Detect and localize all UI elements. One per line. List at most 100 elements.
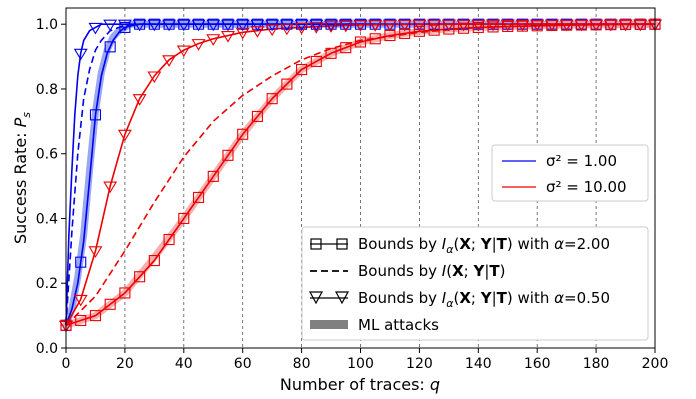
high-noise-alpha-0-50-marker — [309, 22, 324, 34]
high-noise-alpha-2-00-marker — [207, 170, 219, 182]
y-tick-label: 0.4 — [36, 211, 58, 227]
low-noise-alpha-2-00-marker — [251, 18, 263, 30]
high-noise-alpha-2-00-marker — [575, 19, 587, 31]
y-tick-label: 0.2 — [36, 276, 58, 292]
low-noise-alpha-2-00-marker — [222, 18, 234, 30]
low-noise-alpha-0-50-marker — [324, 19, 339, 32]
low-noise-alpha-2-00-marker — [163, 18, 175, 30]
high-noise-alpha-2-00-marker — [237, 128, 249, 140]
style-legend-box — [301, 226, 649, 341]
high-noise-alpha-0-50-marker — [441, 19, 456, 32]
high-noise-alpha-2-00-marker — [458, 22, 470, 34]
low-noise-alpha-2-00-marker — [369, 18, 381, 30]
high-noise-alpha-2-00-marker — [281, 78, 293, 90]
low-noise-alpha-0-50-marker — [117, 19, 132, 32]
high-noise-alpha-0-50-marker — [162, 55, 177, 67]
low-noise-alpha-2-00-line — [65, 23, 655, 326]
low-noise-alpha-0-50-marker — [132, 19, 147, 32]
y-axis-label: Success Rate: Ps — [11, 112, 33, 244]
high-noise-alpha-2-00-marker — [369, 33, 381, 45]
style-legend-swatch-alpha2 — [310, 238, 348, 250]
high-noise-alpha-2-00-marker — [222, 149, 234, 161]
high-noise-alpha-2-00-marker — [354, 36, 367, 48]
low-noise-alpha-0-50-marker — [309, 19, 324, 32]
high-noise-alpha-2-00-marker — [399, 27, 411, 39]
low-noise-alpha-2-00-marker — [104, 41, 116, 53]
high-noise-alpha-2-00-marker — [266, 93, 278, 105]
x-tick-label: 160 — [524, 356, 551, 372]
low-noise-alpha-0-50-marker — [294, 19, 309, 32]
high-noise-alpha-2-00-marker — [148, 255, 160, 267]
high-noise-alpha-2-00-marker — [178, 212, 190, 225]
low-noise-alpha-0-50-marker — [88, 22, 103, 35]
style-legend-swatch-ml — [310, 320, 348, 329]
low-noise-alpha-0-50-marker — [250, 19, 265, 32]
high-noise-alpha-2-00-marker — [413, 25, 425, 37]
low-noise-alpha-2-00-marker — [384, 18, 396, 30]
high-noise-alpha-0-50-marker — [530, 19, 545, 32]
low-noise-alpha-2-00-marker — [192, 18, 205, 30]
high-noise-alpha-2-00-marker — [546, 19, 558, 32]
low-noise-alpha-0-50-marker — [279, 19, 294, 32]
noise-legend-label-low: σ² = 1.00 — [546, 152, 617, 170]
high-noise-alpha-0-50-marker — [471, 19, 486, 32]
high-noise-alpha-2-00-marker — [634, 18, 646, 30]
high-noise-alpha-0-50-marker — [338, 20, 353, 33]
axis-ticks: 0 20 40 60 80 100 120 140 160 180 200 0.0 0.2 0.4 0.6 0… — [36, 17, 669, 372]
x-tick-label: 100 — [347, 356, 374, 372]
low-noise-alpha-2-00-marker — [266, 18, 278, 30]
high-noise-alpha-0-50-marker — [176, 45, 191, 58]
high-noise-alpha-0-50-marker — [456, 19, 471, 32]
high-noise-alpha-2-00-marker — [104, 298, 116, 310]
low-noise-alpha-0-50-marker — [162, 19, 177, 32]
high-noise-alpha-0-50-marker — [117, 129, 132, 142]
style-legend-swatch-alpha05 — [308, 291, 350, 305]
low-noise-alpha-2-00-marker — [75, 256, 87, 268]
low-noise-alpha-0-50-marker — [221, 19, 235, 32]
high-noise-alpha-2-00-marker — [472, 21, 484, 33]
high-noise-alpha-0-50-marker — [279, 23, 294, 36]
high-noise-alpha-0-50-marker — [103, 181, 118, 194]
high-noise-alpha-2-00-marker — [561, 19, 573, 31]
low-noise-alpha-2-00-marker — [89, 109, 101, 121]
high-noise-alpha-0-50-marker — [618, 19, 633, 32]
high-noise-alpha-2-00-marker — [163, 233, 175, 246]
y-tick-label: 0.8 — [36, 82, 58, 98]
high-noise-alpha-2-00-marker — [192, 191, 205, 203]
low-noise-alpha-2-00-marker — [354, 18, 367, 30]
high-noise-alpha-0-50-marker — [206, 34, 221, 46]
high-noise-alpha-2-00-marker — [531, 20, 543, 32]
x-tick-label: 80 — [293, 356, 311, 372]
high-noise-alpha-0-50-marker — [250, 26, 265, 38]
low-noise-alpha-2-00-marker — [207, 18, 219, 30]
high-noise-alpha-0-50-marker — [294, 22, 309, 35]
x-tick-label: 20 — [116, 356, 134, 372]
high-noise-alpha-0-50-marker — [132, 94, 147, 106]
high-noise-alpha-0-50-marker — [73, 294, 88, 307]
y-tick-label: 1.0 — [36, 17, 58, 33]
x-tick-label: 120 — [406, 356, 433, 372]
high-noise-alpha-2-00-marker — [251, 110, 263, 123]
low-noise-alpha-2-00-marker — [134, 18, 146, 30]
low-noise-alpha-2-00-marker — [340, 18, 352, 30]
high-noise-alpha-2-00-marker — [590, 19, 602, 31]
low-noise-alpha-0-50-marker — [206, 19, 221, 32]
high-noise-alpha-2-00-marker — [89, 310, 101, 322]
high-noise-alpha-2-00-marker — [119, 287, 131, 299]
low-noise-alpha-0-50-marker — [191, 19, 206, 32]
high-noise-alpha-2-00-marker — [75, 314, 87, 327]
low-noise-alpha-2-00-marker — [237, 18, 249, 30]
high-noise-alpha-0-50-marker — [412, 19, 427, 32]
x-tick-label: 0 — [62, 356, 71, 372]
high-noise-alpha-2-00-marker — [502, 20, 514, 33]
high-noise-alpha-0-50-marker — [353, 20, 368, 32]
style-legend-label-shannon: Bounds by I(X; Y|T) — [358, 262, 506, 280]
low-noise-alpha-2-00-marker — [178, 18, 190, 30]
high-noise-alpha-0-50-marker — [633, 19, 648, 32]
high-noise-alpha-0-50-marker — [397, 19, 412, 32]
high-noise-alpha-0-50-marker — [265, 24, 280, 37]
low-noise-alpha-0-50-marker — [147, 19, 162, 32]
high-noise-alpha-0-50-marker — [368, 20, 383, 32]
series-markers — [59, 18, 662, 333]
